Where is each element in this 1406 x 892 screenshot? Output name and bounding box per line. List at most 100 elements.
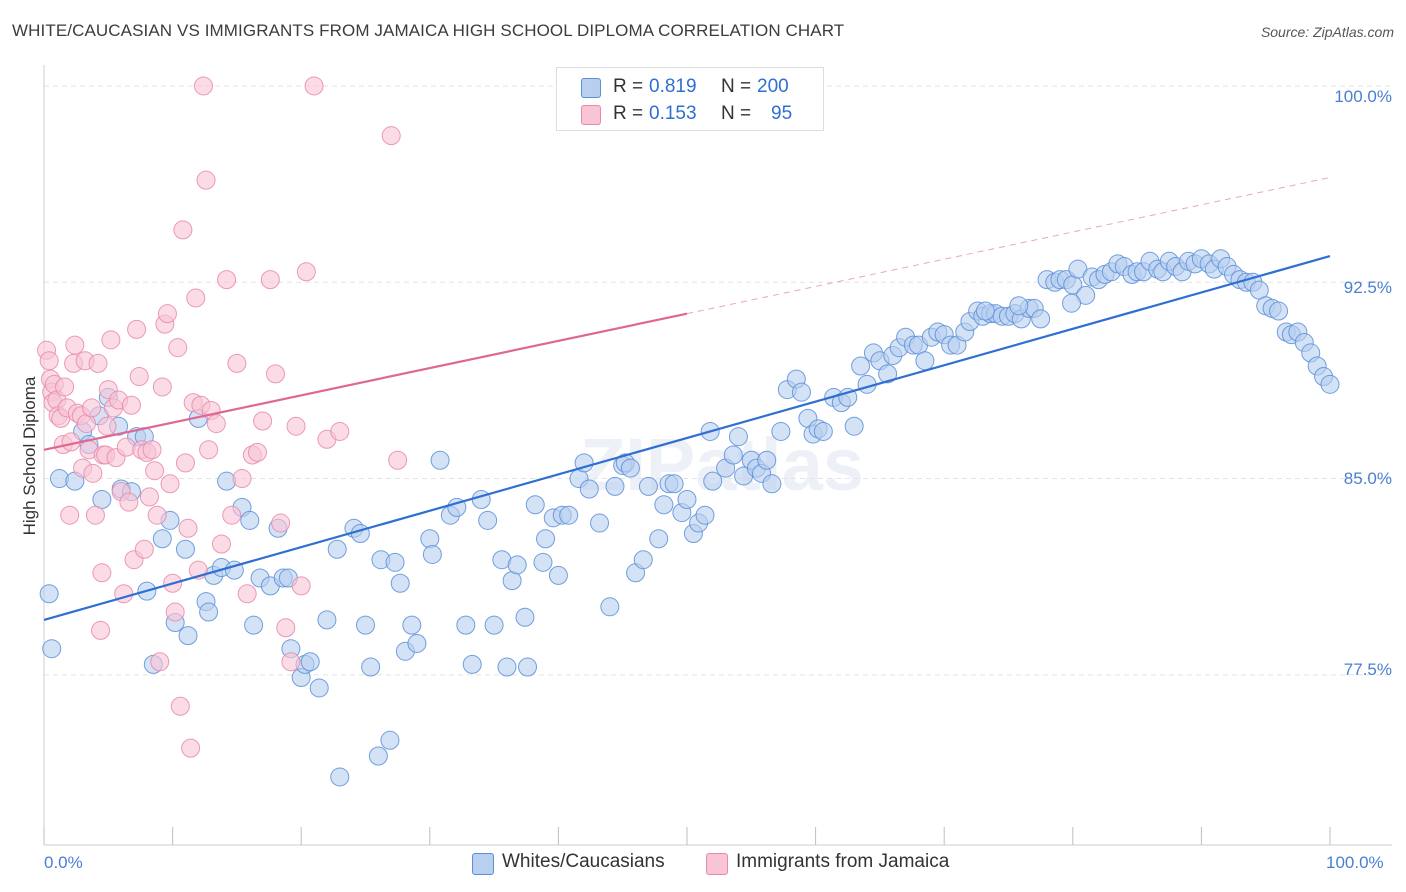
data-point-whites	[703, 471, 723, 491]
data-point-whites	[654, 495, 674, 515]
data-point-whites	[915, 351, 935, 371]
data-point-whites	[878, 364, 898, 384]
correlation-legend: R = 0.819 N = 200 R = 0.153 N = 95	[556, 67, 824, 131]
data-point-jamaica	[139, 487, 159, 507]
legend-n-value: 200	[757, 76, 789, 97]
data-point-jamaica	[196, 170, 216, 190]
data-point-whites	[1031, 309, 1051, 329]
data-point-jamaica	[265, 364, 285, 384]
data-point-jamaica	[232, 469, 252, 489]
legend-n-label: N =	[721, 103, 752, 124]
data-point-whites	[1009, 296, 1029, 316]
data-point-whites	[677, 489, 697, 509]
chart-title: WHITE/CAUCASIAN VS IMMIGRANTS FROM JAMAI…	[12, 21, 845, 40]
data-point-jamaica	[160, 474, 180, 494]
data-point-jamaica	[39, 351, 59, 371]
data-point-jamaica	[276, 618, 296, 638]
data-point-jamaica	[83, 463, 103, 483]
data-point-whites	[309, 678, 329, 698]
data-point-whites	[813, 421, 833, 441]
trend-line-whites	[43, 255, 1331, 621]
data-point-whites	[1062, 293, 1082, 313]
data-point-whites	[548, 565, 568, 585]
data-point-jamaica	[281, 652, 301, 672]
data-point-whites	[497, 657, 517, 677]
data-point-jamaica	[211, 534, 231, 554]
data-point-jamaica	[85, 505, 105, 525]
bottom-legend-label-jamaica: Immigrants from Jamaica	[736, 851, 950, 872]
x-tick-label-100: 100.0%	[1326, 853, 1384, 872]
data-point-whites	[368, 746, 388, 766]
data-point-whites	[723, 445, 743, 465]
data-point-whites	[361, 657, 381, 677]
legend-r-value: 0.819	[649, 76, 697, 97]
data-point-jamaica	[253, 411, 273, 431]
data-point-whites	[791, 382, 811, 402]
data-point-jamaica	[247, 442, 267, 462]
data-point-jamaica	[186, 288, 206, 308]
data-point-jamaica	[199, 440, 219, 460]
data-point-jamaica	[152, 377, 172, 397]
data-point-whites	[757, 450, 777, 470]
data-point-whites	[533, 552, 553, 572]
data-point-whites	[559, 505, 579, 525]
x-tick-label-0: 0.0%	[44, 853, 83, 872]
data-point-jamaica	[92, 563, 112, 583]
data-point-whites	[975, 301, 995, 321]
y-tick-label-92-5: 92.5%	[1343, 278, 1392, 297]
data-point-whites	[390, 573, 410, 593]
trend-line-jamaica	[43, 312, 688, 451]
data-point-whites	[330, 767, 350, 787]
data-point-jamaica	[55, 377, 75, 397]
data-point-jamaica	[260, 270, 280, 290]
data-point-jamaica	[237, 584, 257, 604]
legend-swatch-whites	[581, 78, 601, 98]
data-point-jamaica	[142, 440, 162, 460]
data-point-jamaica	[88, 353, 108, 373]
data-point-jamaica	[127, 319, 147, 339]
data-point-whites	[420, 529, 440, 549]
data-point-jamaica	[291, 576, 311, 596]
source-label: Source: ZipAtlas.com	[1260, 24, 1394, 40]
data-point-jamaica	[206, 414, 226, 434]
data-point-jamaica	[121, 395, 141, 415]
data-point-jamaica	[193, 76, 213, 96]
data-point-whites	[462, 654, 482, 674]
data-point-whites	[590, 513, 610, 533]
data-point-jamaica	[330, 421, 350, 441]
data-point-whites	[771, 421, 791, 441]
data-point-whites	[471, 489, 491, 509]
bottom-legend-swatch-whites	[472, 853, 494, 875]
data-point-whites	[478, 510, 498, 530]
data-point-jamaica	[222, 505, 242, 525]
data-point-whites	[244, 615, 264, 635]
data-point-whites	[152, 529, 172, 549]
data-point-whites	[1320, 374, 1340, 394]
data-point-jamaica	[97, 416, 117, 436]
y-tick-label-100: 100.0%	[1334, 87, 1392, 106]
data-point-whites	[518, 657, 538, 677]
data-point-jamaica	[150, 652, 170, 672]
bottom-legend-label-whites: Whites/Caucasians	[502, 851, 665, 872]
data-point-whites	[695, 505, 715, 525]
data-point-jamaica	[227, 353, 247, 373]
data-point-whites	[507, 555, 527, 575]
data-point-whites	[728, 427, 748, 447]
data-point-jamaica	[145, 461, 165, 481]
data-point-whites	[600, 597, 620, 617]
data-point-jamaica	[181, 738, 201, 758]
y-tick-label-77-5: 77.5%	[1343, 660, 1392, 679]
data-point-whites	[327, 539, 347, 559]
data-point-jamaica	[168, 338, 188, 358]
data-point-whites	[633, 550, 653, 570]
data-point-jamaica	[60, 505, 80, 525]
data-point-whites	[620, 458, 640, 478]
legend-swatch-jamaica	[581, 105, 601, 125]
data-point-whites	[300, 652, 320, 672]
data-point-whites	[422, 544, 442, 564]
trend-line-extension-jamaica	[686, 177, 1331, 315]
legend-n-value: 95	[771, 103, 793, 124]
data-point-whites	[430, 450, 450, 470]
data-point-jamaica	[304, 76, 324, 96]
